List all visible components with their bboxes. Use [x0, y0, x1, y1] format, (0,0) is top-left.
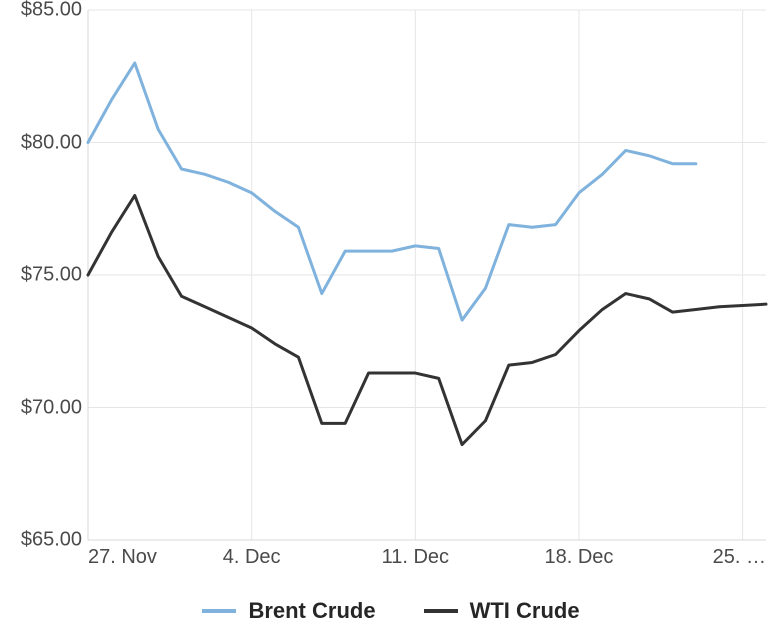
y-tick-label: $70.00 [21, 396, 88, 419]
x-tick-label: 27. Nov [88, 540, 157, 569]
x-tick-label: 25. D… [713, 540, 773, 569]
y-tick-label: $75.00 [21, 264, 88, 287]
y-tick-label: $80.00 [21, 131, 88, 154]
legend-item-brent: Brent Crude [202, 598, 375, 624]
y-tick-label: $65.00 [21, 529, 88, 552]
legend: Brent Crude WTI Crude [0, 598, 782, 624]
legend-label: WTI Crude [470, 598, 580, 624]
series-line-brent [88, 63, 696, 320]
legend-label: Brent Crude [248, 598, 375, 624]
x-tick-label: 18. Dec [544, 540, 613, 569]
legend-item-wti: WTI Crude [424, 598, 580, 624]
x-tick-label: 11. Dec [382, 540, 449, 569]
legend-swatch [424, 609, 458, 613]
plot-area: $65.00 $70.00 $75.00 $80.00 $85.00 27. N… [88, 10, 766, 540]
legend-swatch [202, 609, 236, 613]
plot-svg [88, 10, 766, 540]
y-tick-label: $85.00 [21, 0, 88, 22]
x-tick-label: 4. Dec [223, 540, 281, 569]
oil-price-chart: $65.00 $70.00 $75.00 $80.00 $85.00 27. N… [0, 0, 782, 628]
